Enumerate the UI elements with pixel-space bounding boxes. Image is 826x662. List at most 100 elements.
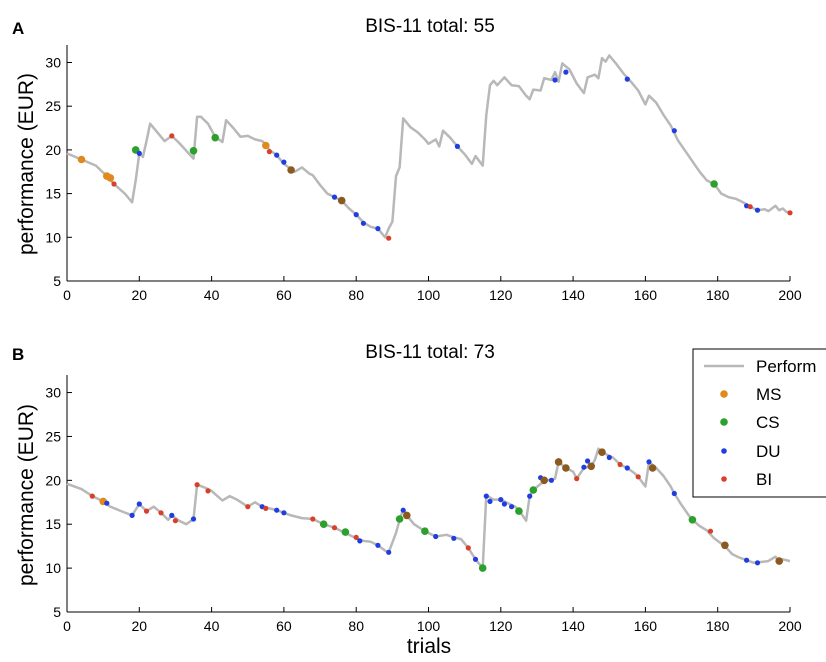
panel-a-markers — [77, 69, 793, 241]
panel-b-marker — [465, 545, 471, 551]
panel-b-marker — [274, 507, 280, 513]
panel-a-marker — [375, 226, 381, 232]
panel-a-marker — [189, 147, 198, 155]
panel-a-y-tick-label: 10 — [45, 229, 61, 245]
panel-b-y-tick-label: 5 — [53, 604, 61, 620]
panel-a-letter: A — [12, 19, 24, 38]
panel-b-x-axis-label: trials — [407, 635, 451, 658]
panel-b-x-tick-label: 200 — [778, 618, 802, 634]
legend-label-cs: CS — [756, 413, 780, 432]
panel-a-marker — [77, 155, 86, 164]
panel-a-x-tick-label: 200 — [778, 287, 802, 303]
panel-a-y-axis-label: performance (EUR) — [15, 73, 38, 255]
panel-b-marker — [529, 486, 538, 494]
panel-b-x-tick-label: 100 — [417, 618, 441, 634]
panel-b-marker — [540, 476, 548, 485]
panel-b-marker — [527, 493, 533, 499]
panel-a-marker — [266, 149, 272, 155]
panel-a-marker — [331, 194, 338, 200]
panel-a-x-tick-label: 100 — [417, 287, 441, 303]
legend: Perform MS CS DU BI — [692, 348, 826, 498]
panel-b-marker — [472, 556, 479, 562]
panel-b-marker — [205, 488, 211, 494]
panel-b-marker — [585, 458, 591, 464]
panel-b-marker — [136, 501, 142, 507]
panel-b-marker — [548, 477, 555, 483]
panel-b-x-tick-label: 60 — [276, 618, 292, 634]
panel-a-marker — [337, 196, 346, 205]
panel-b-y-axis-label: performance (EUR) — [15, 404, 38, 586]
panel-a-marker — [262, 141, 270, 150]
panel-b-marker — [129, 512, 135, 519]
panel-b-x-tick-label: 160 — [634, 618, 658, 634]
panel-b-marker — [310, 516, 316, 522]
legend-swatch-cs — [720, 418, 728, 426]
panel-a: A BIS-11 total: 55 performance (EUR) 0 20… — [12, 16, 802, 303]
panel-b-x-tick-label: 80 — [348, 618, 364, 634]
panel-a-x-tick-label: 80 — [348, 287, 364, 303]
panel-a-marker — [624, 76, 630, 82]
panel-b-axes: 0 20 40 60 80 100 120 140 160 180 200 5 10 15 20 25 30 — [45, 375, 802, 634]
panel-a-x-tick-label: 160 — [634, 287, 658, 303]
panel-b-marker — [606, 454, 612, 461]
panel-b-marker — [395, 515, 404, 523]
panel-a-x-tick-label: 20 — [132, 287, 148, 303]
panel-b-x-tick-label: 40 — [204, 618, 220, 634]
panel-a-marker — [754, 207, 761, 213]
legend-label-bi: BI — [756, 470, 772, 489]
panel-a-marker — [454, 143, 460, 149]
panel-b-marker — [688, 516, 697, 524]
panel-a-x-tick-label: 140 — [561, 287, 585, 303]
panel-b-marker — [574, 476, 580, 482]
panel-b-marker — [624, 465, 630, 471]
panel-a-performance-line — [66, 54, 791, 239]
legend-swatch-du — [721, 448, 727, 454]
panel-b-marker — [721, 541, 729, 550]
panel-a-y-tick-label: 20 — [45, 142, 61, 158]
panel-b-marker — [341, 528, 350, 536]
panel-b-y-tick-label: 15 — [45, 516, 61, 532]
panel-b-marker — [744, 557, 750, 563]
panel-a-marker — [106, 174, 115, 182]
panel-b-marker — [515, 507, 523, 515]
panel-b-y-tick-label: 25 — [45, 428, 61, 444]
panel-b-marker — [172, 518, 178, 524]
panel-b-x-tick-label: 180 — [706, 618, 730, 634]
panel-b: B BIS-11 total: 73 performance (EUR) tri… — [12, 342, 802, 658]
panel-b-marker — [646, 459, 652, 465]
panel-b-marker — [671, 490, 677, 497]
panel-a-x-tick-label: 0 — [63, 287, 71, 303]
panel-b-performance-series — [66, 447, 791, 570]
panel-b-y-tick-label: 10 — [45, 560, 61, 576]
panel-b-marker — [562, 464, 570, 472]
panel-b-marker — [400, 507, 406, 513]
panel-a-marker — [287, 166, 295, 174]
panel-a-x-tick-label: 60 — [276, 287, 292, 303]
panel-b-marker — [501, 501, 507, 507]
legend-label-perform: Perform — [756, 357, 816, 376]
panel-a-marker — [552, 77, 558, 83]
panel-b-marker — [775, 557, 783, 565]
panel-b-x-tick-label: 120 — [489, 618, 513, 634]
panel-a-marker — [136, 150, 142, 156]
panel-b-marker — [598, 448, 606, 457]
panel-b-marker — [143, 508, 150, 514]
legend-label-du: DU — [756, 442, 781, 461]
panel-a-y-tick-label: 30 — [45, 54, 61, 70]
panel-a-marker — [360, 220, 366, 226]
panel-a-marker — [671, 128, 677, 134]
panel-a-marker — [211, 133, 219, 142]
panel-b-marker — [483, 493, 489, 499]
panel-b-marker — [707, 528, 714, 534]
panel-b-performance-line — [66, 447, 791, 570]
panel-b-marker — [478, 564, 487, 572]
panel-b-marker — [104, 500, 110, 506]
legend-swatch-bi — [721, 476, 727, 482]
panel-a-marker — [353, 212, 359, 218]
panel-b-marker — [245, 504, 251, 510]
panel-a-marker — [281, 159, 287, 165]
panel-a-marker — [111, 181, 117, 187]
panel-b-marker — [194, 482, 200, 488]
panel-b-marker — [581, 464, 587, 470]
